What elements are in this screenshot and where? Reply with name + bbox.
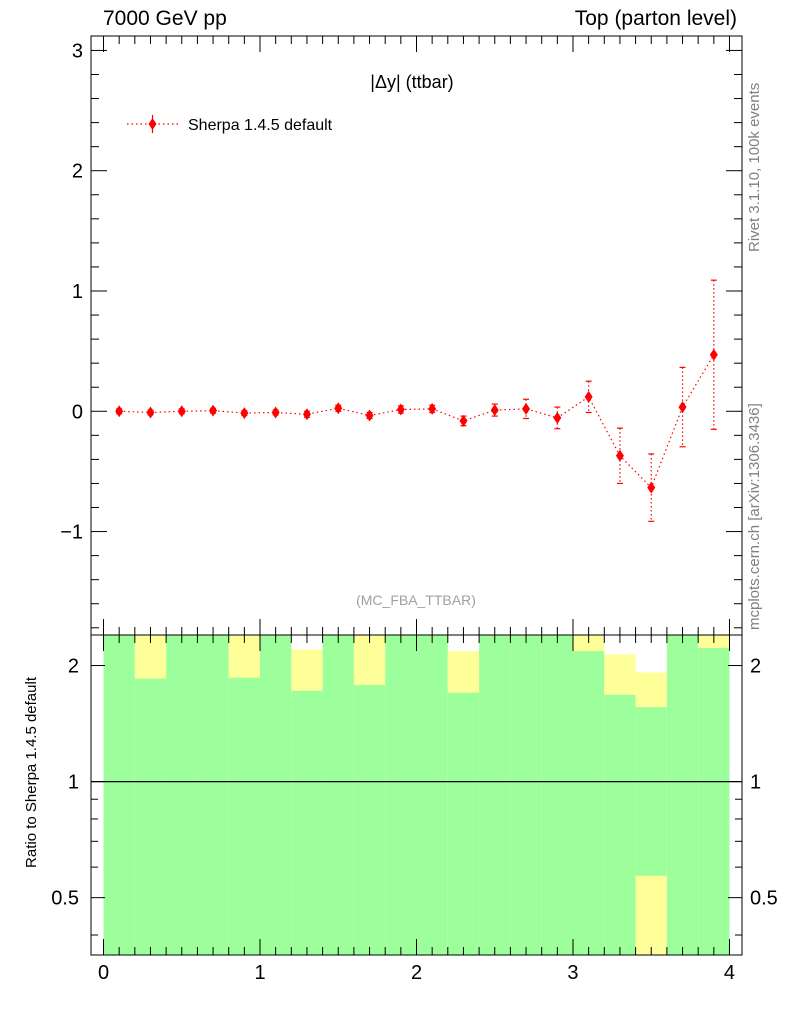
ratio-inner-band-bin <box>197 635 229 955</box>
ratio-ytick-label-left: 1 <box>68 772 79 794</box>
xtick-label: 4 <box>724 962 735 984</box>
series-line <box>119 354 715 489</box>
chart-watermark: (MC_FBA_TTBAR) <box>356 592 476 608</box>
data-point-marker <box>396 403 405 416</box>
data-point-marker <box>490 404 499 417</box>
header-right-label: Top (parton level) <box>574 7 737 30</box>
main-ytick-label: 2 <box>72 161 83 183</box>
data-point-marker <box>209 404 218 417</box>
ratio-inner-band-bin <box>635 707 667 876</box>
main-ytick-label: 0 <box>72 401 83 423</box>
ratio-inner-band-bin <box>322 635 354 955</box>
xtick-label: 1 <box>254 962 265 984</box>
ratio-inner-band-bin <box>666 635 699 955</box>
data-point-marker <box>146 406 155 419</box>
ratio-inner-band-bin <box>698 648 730 955</box>
ratio-inner-band-bin <box>353 685 386 955</box>
data-point-marker <box>678 401 687 414</box>
data-point-marker <box>177 405 186 418</box>
ratio-inner-band-bin <box>134 678 167 955</box>
ratio-inner-band-bin <box>447 692 480 955</box>
xtick-label: 0 <box>98 962 109 984</box>
ratio-inner-band-bin <box>385 635 417 955</box>
data-point-marker <box>334 402 343 415</box>
ratio-inner-band-bin <box>228 677 261 955</box>
series-group <box>115 279 718 522</box>
data-point-marker <box>584 390 593 403</box>
main-ytick-label: 3 <box>72 40 83 62</box>
data-point-marker <box>615 449 624 462</box>
legend-marker <box>148 118 157 130</box>
ratio-ytick-label-right: 0.5 <box>750 888 778 910</box>
ratio-panel: 0.5 0.5 1 1 2 2 0 1 2 3 4 Ratio to Sherpa 1.4.5 def… <box>23 634 778 984</box>
ratio-ytick-label-left: 2 <box>68 656 79 678</box>
xtick-label: 3 <box>567 962 578 984</box>
data-point-marker <box>302 408 311 421</box>
main-ytick-label: −1 <box>60 522 83 544</box>
data-point-marker <box>365 409 374 422</box>
ratio-ytick-label-right: 2 <box>750 656 761 678</box>
data-point-marker <box>428 402 437 415</box>
ratio-ytick-label-right: 1 <box>750 772 761 794</box>
chart-title: |Δy| (ttbar) <box>370 72 453 92</box>
data-point-marker <box>240 407 249 420</box>
header-left-label: 7000 GeV pp <box>103 7 227 30</box>
ratio-inner-band-bin <box>103 635 135 955</box>
ratio-inner-band-bin <box>604 694 636 955</box>
ratio-ylabel: Ratio to Sherpa 1.4.5 default <box>23 676 40 868</box>
ratio-inner-band-bin <box>166 635 198 955</box>
ratio-inner-band-bin <box>479 635 511 955</box>
ratio-inner-band-bin <box>260 635 292 955</box>
ratio-inner-band-bin <box>541 635 573 955</box>
data-point-marker <box>271 406 280 419</box>
data-point-marker <box>459 414 468 427</box>
data-point-marker <box>553 411 562 424</box>
main-ytick-label: 1 <box>72 281 83 303</box>
ratio-inner-band-bin <box>572 651 605 955</box>
main-panel: −1 0 1 2 3 |Δy| (ttbar) (MC_FBA_TTBAR) Sherpa 1… <box>60 35 743 636</box>
data-point-marker <box>709 348 718 361</box>
legend-label: Sherpa 1.4.5 default <box>188 117 333 134</box>
data-point-marker <box>522 402 531 415</box>
ratio-inner-band-bin <box>291 690 323 955</box>
ratio-inner-band-bin <box>510 635 542 955</box>
ratio-ytick-label-left: 0.5 <box>51 888 79 910</box>
ratio-inner-band-bin <box>416 635 448 955</box>
data-point-marker <box>647 481 656 494</box>
data-point-marker <box>115 405 124 418</box>
rivet-version-label: Rivet 3.1.10, 100k events <box>746 82 763 252</box>
xtick-label: 2 <box>411 962 422 984</box>
source-label: mcplots.cern.ch [arXiv:1306.3436] <box>746 403 763 630</box>
